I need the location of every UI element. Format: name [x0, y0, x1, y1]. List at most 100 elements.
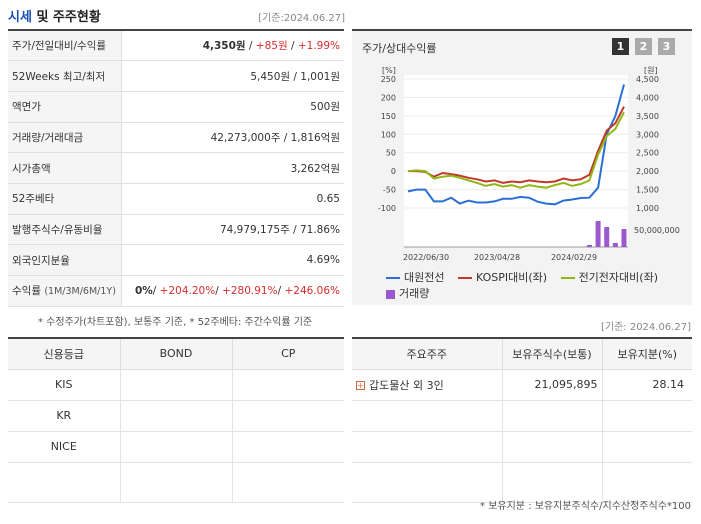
separator: / — [277, 284, 285, 297]
empty-cell — [352, 400, 503, 432]
separator: / — [287, 40, 298, 53]
empty-cell — [120, 462, 233, 503]
return-6m: +280.91% — [222, 284, 278, 297]
volume-bar — [604, 227, 610, 247]
table-row: KIS — [8, 369, 344, 401]
info-value: 5,450원 / 1,001원 — [121, 60, 344, 92]
left-tick-label: 50 — [386, 149, 396, 158]
plot-area — [404, 75, 628, 247]
info-value: 0.65 — [121, 183, 344, 215]
empty-cell — [352, 431, 503, 463]
period-button-2[interactable]: 2 — [635, 38, 652, 55]
holder-name: 갑도물산 외 3인 — [369, 378, 444, 392]
right-tick-label: 2,000 — [636, 167, 659, 176]
info-value: 74,979,175주 / 71.86% — [121, 214, 344, 246]
chart-legend: 대원전선 KOSPI대비(좌) 전기전자대비(좌) — [386, 269, 658, 285]
table-row: 외국인지분율 4.69% — [8, 244, 344, 276]
column-header: 보유주식수(보통) — [502, 338, 603, 370]
base-date: [기준:2024.06.27] — [258, 13, 345, 24]
right-tick-label: 3,500 — [636, 112, 659, 121]
table-row: 주가/전일대비/수익률 4,350원 / +85원 / +1.99% — [8, 30, 344, 62]
table-row: NICE — [8, 431, 344, 463]
price-note: * 수정주가(차트포함), 보통주 기준, * 52주베타: 주간수익률 기준 — [38, 317, 313, 328]
empty-cell — [602, 462, 692, 503]
right-axis-unit: [원] — [644, 66, 658, 75]
info-label: 발행주식수/유동비율 — [8, 214, 122, 246]
returns-label: 수익률 — [12, 285, 41, 298]
right-tick-label: 4,000 — [636, 93, 659, 102]
info-value: 42,273,000주 / 1,816억원 — [121, 122, 344, 154]
bond-cell — [120, 431, 233, 463]
series-line-s3 — [407, 111, 625, 189]
info-value: 500원 — [121, 91, 344, 123]
legend-label: 전기전자대비(좌) — [578, 271, 658, 284]
table-row: 52주베타 0.65 — [8, 183, 344, 215]
holder-shares: 21,095,895 — [502, 369, 603, 401]
info-label: 거래량/거래대금 — [8, 122, 122, 154]
column-header: BOND — [120, 338, 233, 370]
cp-cell — [232, 369, 344, 401]
right-tick-label: 1,000 — [636, 204, 659, 213]
empty-cell — [502, 431, 603, 463]
table-header-row: 주요주주 보유주식수(보통) 보유지분(%) — [352, 338, 692, 370]
table-row — [8, 462, 344, 503]
price-info-table: 주가/전일대비/수익률 4,350원 / +85원 / +1.99% 52Wee… — [8, 29, 344, 307]
empty-cell — [502, 462, 603, 503]
legend-swatch — [386, 289, 395, 299]
right-tick-label: 4,500 — [636, 75, 659, 84]
info-value: 3,262억원 — [121, 152, 344, 184]
separator: / — [245, 40, 256, 53]
table-row — [352, 431, 692, 463]
table-row: 수익률 (1M/3M/6M/1Y) 0%/ +204.20%/ +280.91%… — [8, 275, 344, 307]
volume-bar — [621, 229, 627, 247]
returns-label-cell: 수익률 (1M/3M/6M/1Y) — [8, 275, 122, 307]
legend-item-s3[interactable]: 전기전자대비(좌) — [560, 271, 658, 284]
volume-bar — [612, 243, 618, 247]
holder-ratio: 28.14 — [602, 369, 692, 401]
column-header: 신용등급 — [8, 338, 121, 370]
legend-item-s4[interactable]: 거래량 — [386, 285, 429, 301]
table-row: 52Weeks 최고/최저 5,450원 / 1,001원 — [8, 60, 344, 92]
price-value-cell: 4,350원 / +85원 / +1.99% — [121, 30, 344, 62]
holders-note: * 보유지분 : 보유지분주식수/지수산정주식수*100 — [480, 501, 691, 512]
column-header: 주요주주 — [352, 338, 503, 370]
cp-cell — [232, 400, 344, 432]
legend-label: 대원전선 — [404, 271, 445, 284]
period-button-3[interactable]: 3 — [658, 38, 675, 55]
agency-cell: KR — [8, 400, 121, 432]
left-tick-label: 100 — [381, 130, 396, 139]
return-1m: 0% — [134, 284, 153, 297]
period-button-1[interactable]: 1 — [612, 38, 629, 55]
current-price: 4,350원 — [202, 40, 246, 53]
volume-bar — [595, 221, 601, 247]
major-holders-table: 주요주주 보유주식수(보통) 보유지분(%) + 갑도물산 외 3인 21,095… — [352, 337, 692, 503]
table-row — [352, 462, 692, 503]
return-1y: +246.06% — [284, 284, 340, 297]
legend-swatch — [386, 277, 400, 279]
x-tick-label: 2022/06/30 — [403, 253, 449, 262]
empty-cell — [232, 462, 344, 503]
column-header: CP — [232, 338, 344, 370]
table-row: + 갑도물산 외 3인 21,095,895 28.14 — [352, 369, 692, 401]
info-label: 시가총액 — [8, 152, 122, 184]
legend-swatch — [560, 277, 575, 279]
price-rate: +1.99% — [297, 40, 340, 53]
table-row — [352, 400, 692, 432]
holder-name-cell[interactable]: + 갑도물산 외 3인 — [352, 369, 503, 401]
left-tick-label: 250 — [381, 75, 396, 84]
table-row: 거래량/거래대금 42,273,000주 / 1,816억원 — [8, 122, 344, 154]
table-row: KR — [8, 400, 344, 432]
price-change: +85원 — [255, 40, 288, 53]
left-axis-unit: [%] — [382, 66, 396, 75]
separator: / — [152, 284, 160, 297]
legend-item-s2[interactable]: KOSPI대비(좌) — [457, 271, 547, 284]
info-value: 4.69% — [121, 244, 344, 276]
left-tick-label: -100 — [378, 204, 396, 213]
expand-icon[interactable]: + — [356, 381, 365, 390]
legend-item-s1[interactable]: 대원전선 — [386, 271, 444, 284]
legend-swatch — [457, 277, 472, 279]
bond-cell — [120, 369, 233, 401]
empty-cell — [602, 431, 692, 463]
chart-panel: 주가/상대수익률 1 2 3 250 200 150 100 50 0 -50 -100 4,5… — [352, 29, 692, 305]
right-tick-label: 1,500 — [636, 186, 659, 195]
